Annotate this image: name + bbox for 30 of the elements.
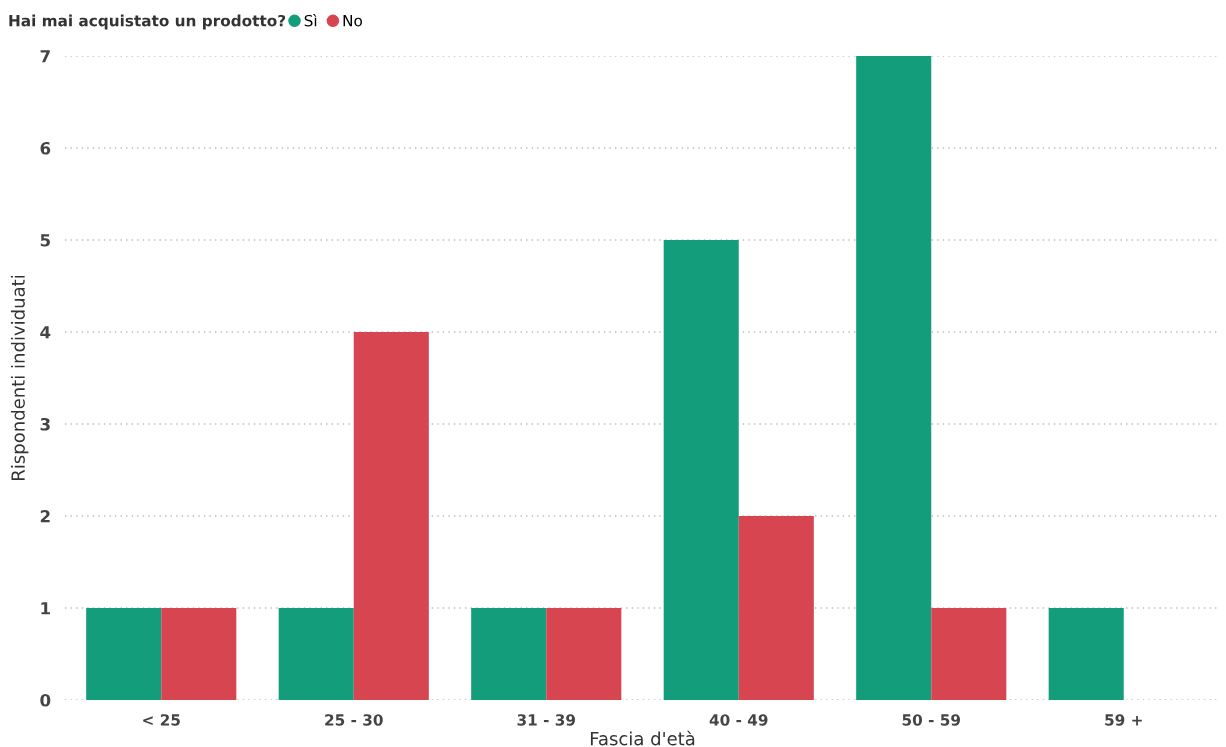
y-tick-label: 3 xyxy=(40,417,50,431)
y-tick-label: 4 xyxy=(40,326,51,339)
y-tick-label: 5 xyxy=(40,234,50,247)
x-tick-label: 31 - 39 xyxy=(517,714,576,726)
legend-label: No xyxy=(343,15,363,27)
x-tick-label: 50 - 59 xyxy=(902,714,961,726)
y-axis-title: Rispondenti individuati xyxy=(10,275,29,480)
legend-title: Hai mai acquistato un prodotto? xyxy=(9,14,286,30)
x-axis-title: Fascia d'età xyxy=(590,730,695,746)
bar xyxy=(471,608,547,700)
x-tick-label: 25 - 30 xyxy=(325,714,383,726)
y-tick-label: 2 xyxy=(40,509,50,523)
bar xyxy=(738,516,814,700)
y-tick-label: 0 xyxy=(40,693,51,707)
x-tick-label: < 25 xyxy=(143,714,180,726)
bar xyxy=(663,240,739,700)
bar xyxy=(278,608,354,700)
bar xyxy=(1048,608,1124,700)
bar xyxy=(931,608,1007,700)
bar xyxy=(546,608,622,700)
bar xyxy=(353,332,429,700)
y-tick-label: 1 xyxy=(41,602,50,615)
bar xyxy=(86,608,162,700)
bar xyxy=(856,56,932,700)
x-tick-label: 40 - 49 xyxy=(709,714,768,726)
legend-label: Sì xyxy=(304,14,317,27)
x-tick-label: 59 + xyxy=(1105,714,1142,726)
bar xyxy=(161,608,237,700)
y-tick-label: 7 xyxy=(40,50,50,63)
y-tick-label: 6 xyxy=(40,141,51,155)
